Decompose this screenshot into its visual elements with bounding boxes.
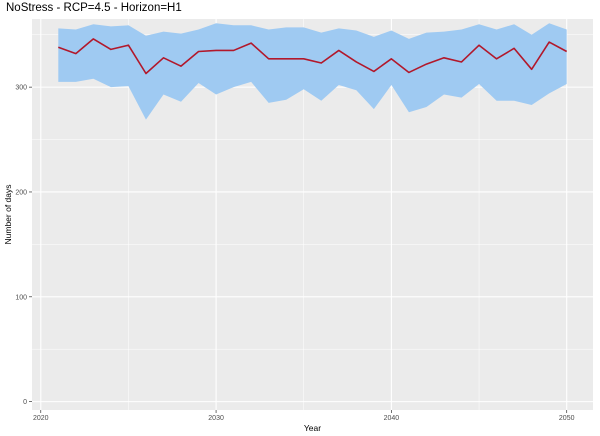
y-axis-title: Number of days xyxy=(3,185,13,245)
y-tick-label: 300 xyxy=(15,85,27,92)
x-tick-label: 2040 xyxy=(384,415,400,422)
x-tick-label: 2030 xyxy=(208,415,224,422)
x-axis-ticks: 2020 2030 2040 2050 xyxy=(33,410,575,422)
x-axis-title: Year xyxy=(304,423,321,433)
range-band xyxy=(58,23,567,120)
y-tick-label: 200 xyxy=(15,189,27,196)
x-tick-label: 2050 xyxy=(559,415,575,422)
y-axis-ticks: 0 100 200 300 xyxy=(15,85,32,406)
median-line xyxy=(58,38,568,75)
chart-title: NoStress - RCP=4.5 - Horizon=H1 xyxy=(6,2,182,14)
y-tick-label: 0 xyxy=(23,399,27,406)
x-tick-label: 2020 xyxy=(33,415,49,422)
y-tick-label: 100 xyxy=(15,294,27,301)
